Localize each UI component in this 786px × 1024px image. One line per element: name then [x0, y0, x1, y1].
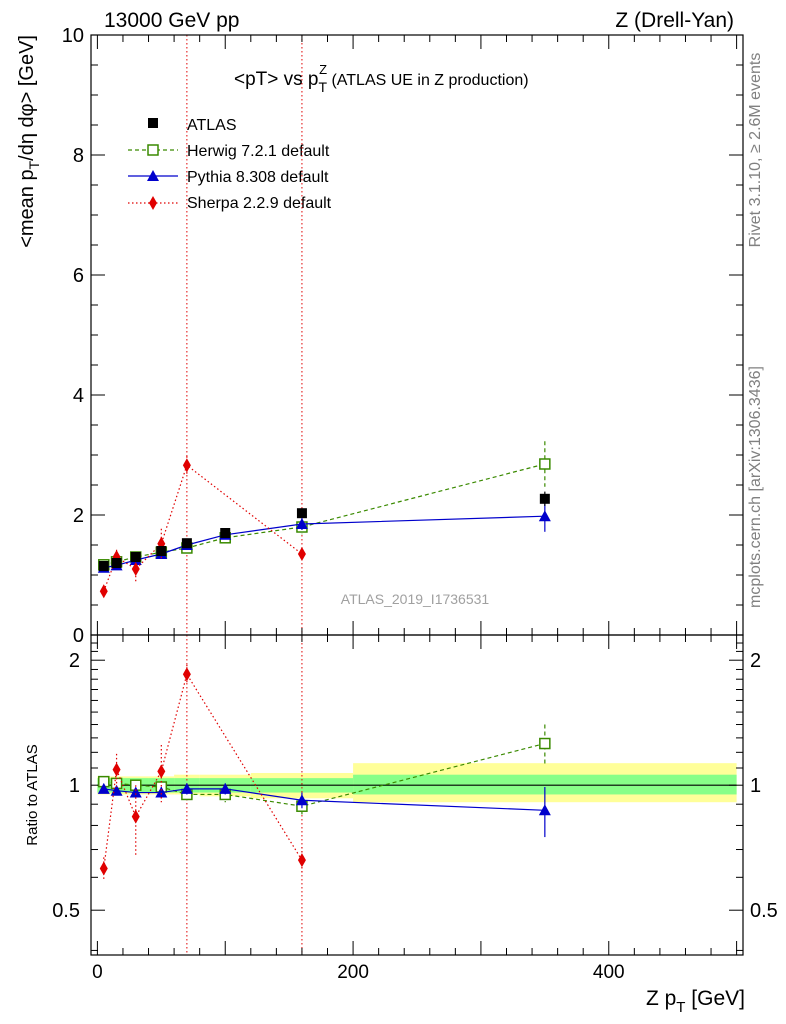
ratio-series-1-point — [180, 782, 193, 794]
ratio-series-2-point — [131, 809, 140, 824]
main-series-0-point — [156, 546, 167, 556]
legend-marker-pythia — [147, 170, 159, 181]
main-y-tick-label-0: 0 — [73, 625, 84, 647]
main-y-tick-label-2: 4 — [73, 385, 84, 407]
ratio-series-1-point — [97, 782, 110, 794]
ratio-series-1-point — [219, 782, 232, 794]
ratio-y-tick-label-right-0: 0.5 — [750, 900, 778, 922]
ratio-series-1-point — [155, 786, 168, 798]
main-series-2-line — [103, 515, 545, 569]
ratio-series-1-point — [538, 804, 551, 816]
ratio-y-tick-label-right-1: 1 — [750, 775, 761, 797]
mcplots-label: mcplots.cern.ch [arXiv:1306.3436] — [747, 366, 764, 608]
ratio-band-inner-7 — [353, 774, 737, 795]
plot-title: <pT> vs pTZ (ATLAS UE in Z production) — [234, 62, 529, 95]
main-series-3-point — [131, 562, 140, 576]
legend-label-pythia: Pythia 8.308 default — [187, 169, 329, 186]
main-series-0-point — [181, 538, 192, 549]
main-series-3-point — [99, 584, 108, 599]
main-series-2-point — [538, 510, 551, 522]
ratio-series-1-point — [129, 786, 142, 798]
plot-title-sup: Z — [319, 62, 327, 77]
ratio-y-tick-label-left-1: 1 — [69, 775, 80, 797]
ratio-ylabel: Ratio to ATLAS — [24, 744, 41, 845]
analysis-watermark: ATLAS_2019_I1736531 — [341, 591, 490, 607]
main-y-tick-label-3: 6 — [73, 265, 84, 287]
ratio-series-2-point — [99, 861, 108, 876]
ratio-series-2-line — [103, 672, 303, 869]
rivet-label: Rivet 3.1.10, ≥ 2.6M events — [747, 53, 764, 248]
main-series-0-point — [220, 528, 231, 538]
main-series-0-point — [111, 558, 122, 568]
main-y-tick-label-5: 10 — [62, 25, 84, 47]
ratio-y-tick-label-left-2: 2 — [69, 650, 80, 672]
ratio-frame — [90, 634, 744, 956]
x-tick-label-0: 0 — [92, 962, 103, 983]
legend-marker-atlas — [148, 118, 158, 128]
plot-title-sub: T — [319, 79, 328, 95]
main-series-1-point — [539, 458, 551, 470]
main-y-tick-label-4: 8 — [73, 145, 84, 167]
legend-marker-herwig — [147, 144, 159, 156]
plot-title-main: <pT> vs p — [234, 69, 319, 90]
legend-label-herwig: Herwig 7.2.1 default — [187, 143, 330, 160]
main-ylabel: <mean pT/dη dφ> [GeV] — [16, 35, 42, 248]
main-series-0-point — [296, 508, 307, 519]
ratio-y-tick-label-right-2: 2 — [750, 650, 761, 672]
main-series-1-line — [103, 463, 545, 566]
main-series-0-point — [98, 561, 109, 571]
process-label: Z (Drell-Yan) — [615, 9, 734, 32]
ratio-series-2-point — [297, 853, 306, 868]
legend-label-sherpa: Sherpa 2.2.9 default — [187, 195, 332, 212]
main-series-3-point — [297, 547, 306, 561]
ratio-series-2-point — [112, 762, 121, 777]
ratio-series-1-point — [295, 794, 308, 806]
legend-marker-sherpa — [149, 196, 157, 210]
ratio-series-0-point — [539, 737, 551, 750]
legend: ATLAS Herwig 7.2.1 default Pythia 8.308 … — [128, 117, 332, 212]
ratio-y-tick-label-left-0: 0.5 — [52, 900, 80, 922]
main-series-0-point — [539, 493, 550, 504]
main-y-tick-label-1: 2 — [73, 505, 84, 527]
chart-marks: 0 200 400 0 2 4 6 8 10 0.5 0.5 1 1 2 2 — [52, 25, 778, 983]
main-series-0-point — [130, 552, 141, 562]
ratio-series-2-point — [157, 764, 166, 779]
legend-label-atlas: ATLAS — [187, 117, 237, 134]
plot-title-suffix: (ATLAS UE in Z production) — [327, 72, 529, 89]
ratio-series-2-point — [182, 667, 191, 682]
collision-label: 13000 GeV pp — [104, 9, 239, 32]
x-tick-label-200: 200 — [337, 962, 369, 983]
main-series-3-point — [182, 458, 191, 473]
main-series-3-line — [103, 464, 303, 592]
x-tick-label-400: 400 — [593, 962, 625, 983]
main-series-2-point — [295, 518, 308, 529]
xlabel: Z pT [GeV] — [646, 987, 745, 1016]
